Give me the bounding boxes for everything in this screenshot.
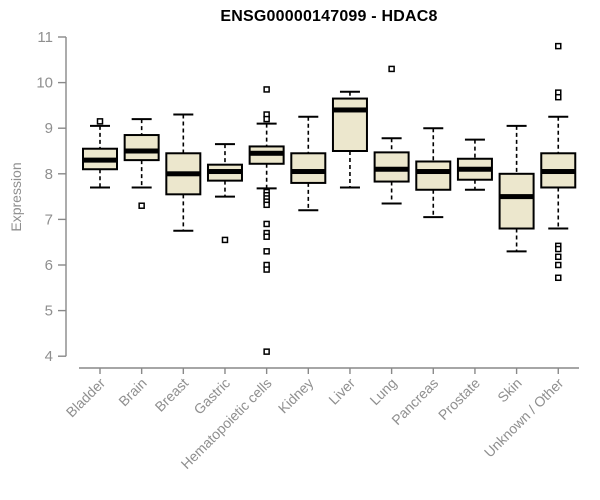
outlier-point xyxy=(263,233,270,240)
median-line xyxy=(499,194,534,200)
outlier-point xyxy=(555,42,562,50)
median-line xyxy=(291,169,326,175)
x-tick-label: Skin xyxy=(494,375,525,406)
box-unknown-other xyxy=(540,42,577,282)
box-lung xyxy=(373,65,410,205)
y-tick-label: 7 xyxy=(45,211,53,228)
y-tick-label: 4 xyxy=(45,348,53,365)
y-tick-label: 5 xyxy=(45,303,53,320)
x-tick-label: Lung xyxy=(366,375,399,408)
box-brain xyxy=(123,118,160,209)
median-line xyxy=(249,150,284,156)
median-line xyxy=(541,169,576,175)
median-line xyxy=(83,157,117,163)
outlier-point xyxy=(555,245,562,253)
box-kidney xyxy=(290,115,327,212)
iqr-box xyxy=(123,134,160,162)
x-tick-label: Bladder xyxy=(63,375,109,421)
chart-title: ENSG00000147099 - HDAC8 xyxy=(220,8,438,25)
x-tick-label: Liver xyxy=(325,375,358,408)
median-line xyxy=(374,166,409,172)
box-bladder xyxy=(82,118,118,189)
outlier-point xyxy=(263,220,270,228)
median-line xyxy=(332,107,367,113)
outlier-point xyxy=(263,86,270,93)
y-axis: 4 5 6 7 8 9 10 11 xyxy=(36,29,67,365)
iqr-box xyxy=(290,152,327,184)
median-line xyxy=(416,169,451,175)
box-hematopoietic-cells xyxy=(248,86,285,355)
outlier-point xyxy=(555,274,562,282)
median-line xyxy=(207,169,242,175)
outlier-point xyxy=(96,118,104,125)
box-prostate xyxy=(456,138,493,191)
iqr-box xyxy=(498,172,535,230)
outlier-point xyxy=(555,253,562,261)
outlier-point xyxy=(555,261,562,269)
x-tick-label: Breast xyxy=(152,375,192,415)
y-tick-label: 11 xyxy=(37,29,53,46)
box-skin xyxy=(498,124,535,253)
box-liver xyxy=(331,90,368,189)
iqr-box xyxy=(415,160,452,191)
x-tick-label: Kidney xyxy=(275,375,317,417)
box-breast xyxy=(165,113,202,232)
y-tick-label: 6 xyxy=(45,257,53,274)
outlier-point xyxy=(263,248,270,255)
x-tick-label: Brain xyxy=(115,375,149,409)
box-gastric xyxy=(206,143,243,244)
median-line xyxy=(166,171,201,177)
median-line xyxy=(124,148,159,154)
y-tick-label: 10 xyxy=(36,75,53,92)
outlier-point xyxy=(388,65,395,73)
outlier-point xyxy=(555,93,562,101)
x-tick-label: Unknown / Other xyxy=(481,375,567,461)
outlier-point xyxy=(263,348,270,355)
x-tick-label: Prostate xyxy=(435,375,483,423)
median-line xyxy=(457,166,492,172)
y-tick-label: 9 xyxy=(45,120,53,137)
y-tick-label: 8 xyxy=(45,166,53,183)
outlier-point xyxy=(221,236,229,244)
iqr-box xyxy=(331,97,368,152)
box-pancreas xyxy=(415,127,452,219)
outlier-point xyxy=(263,201,270,209)
outlier-point xyxy=(263,115,270,123)
outlier-point xyxy=(263,266,270,273)
outlier-point xyxy=(138,202,145,209)
